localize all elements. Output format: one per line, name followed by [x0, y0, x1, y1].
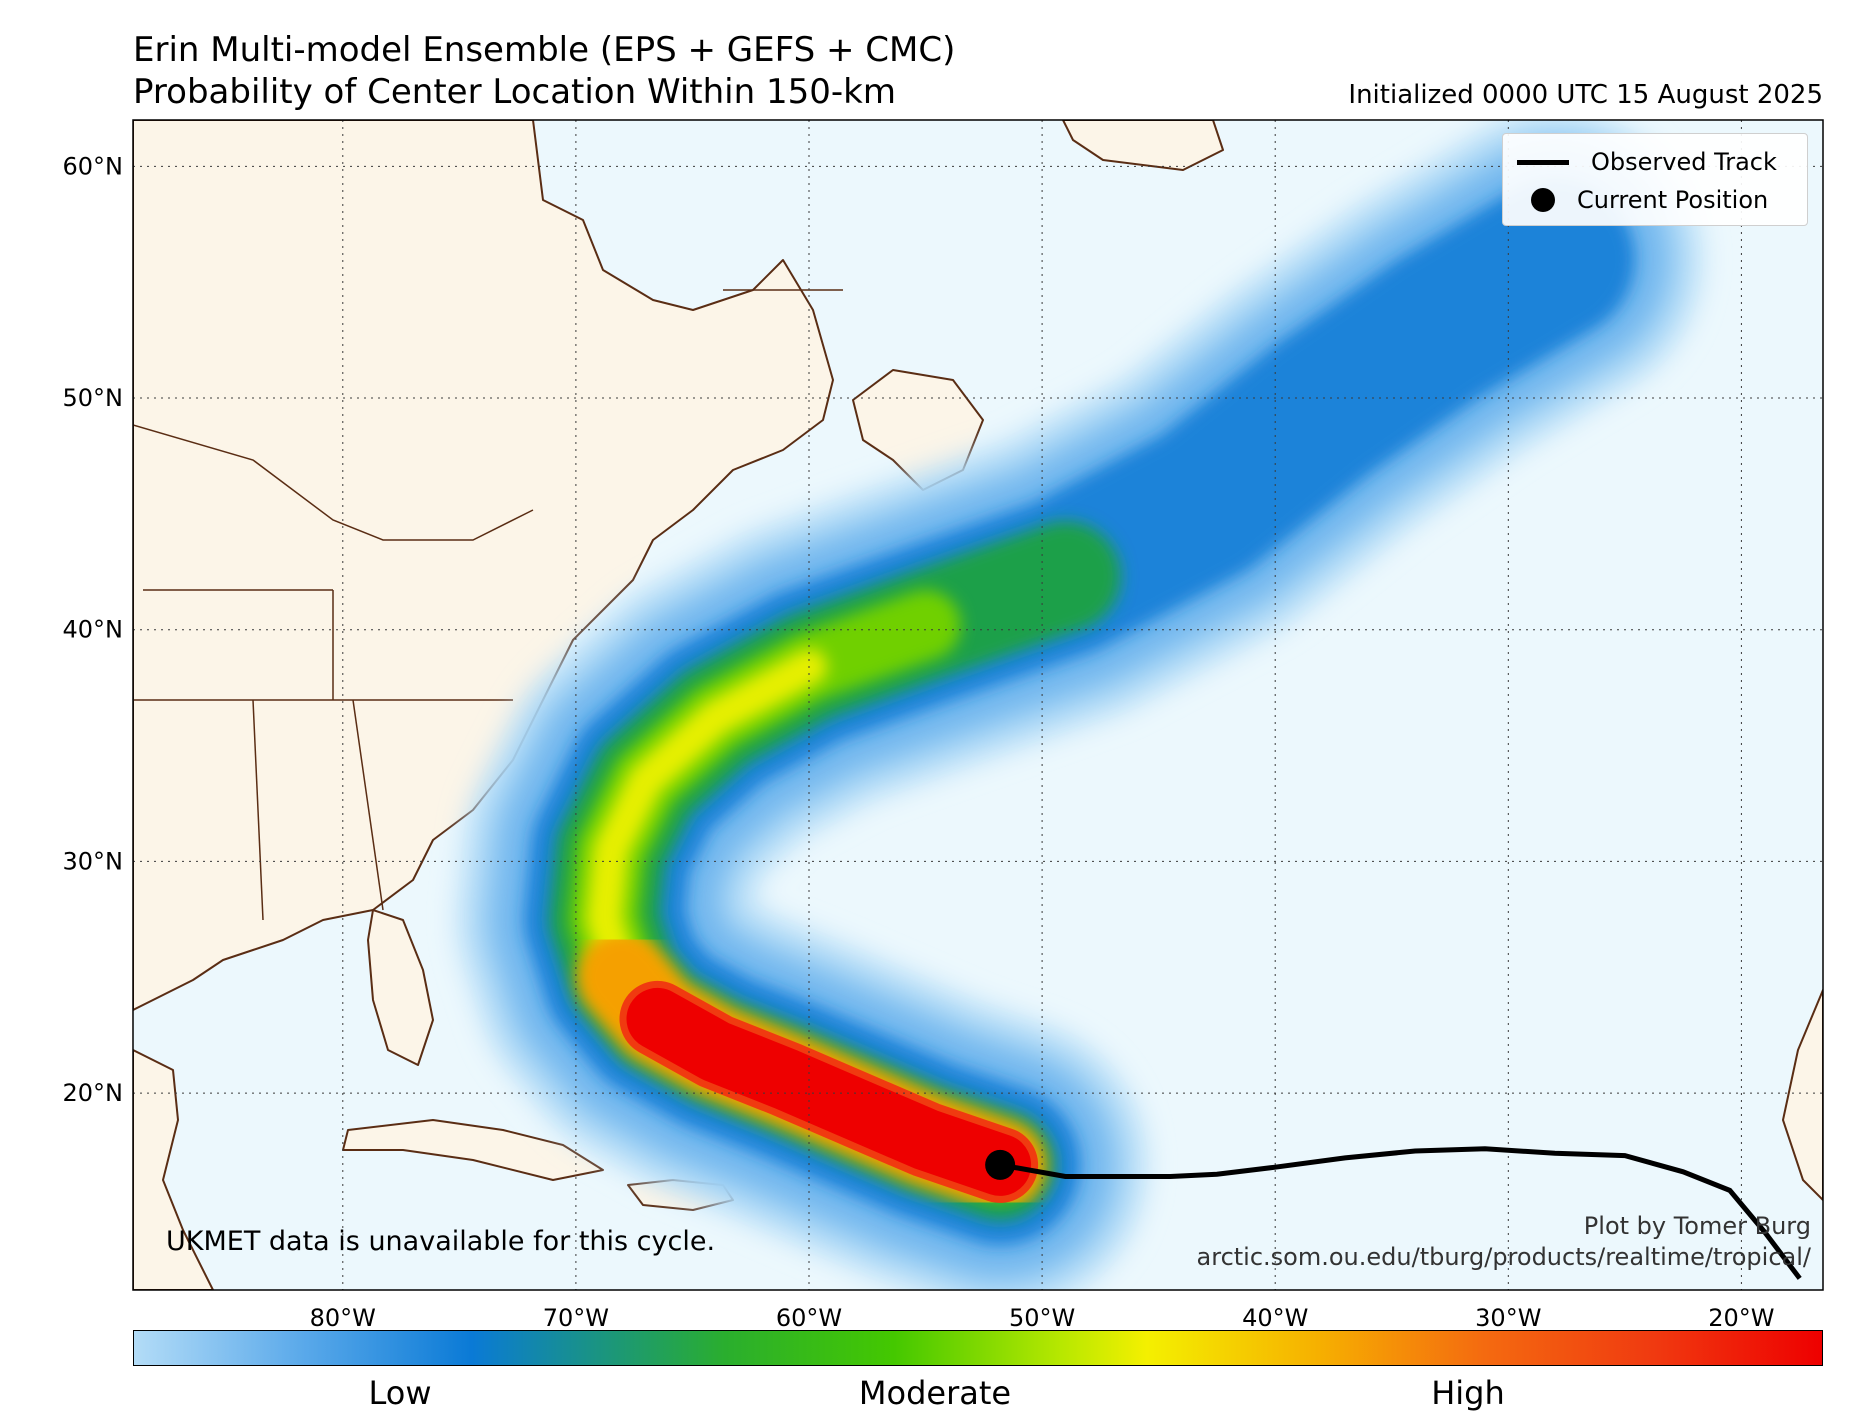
credit-author: Plot by Tomer Burg	[1583, 1212, 1811, 1240]
map-frame	[132, 119, 1824, 1291]
greenland-edge	[1062, 120, 1224, 171]
initialization-time: Initialized 0000 UTC 15 August 2025	[1348, 80, 1823, 110]
longitude-labels: 80°W 70°W 60°W 50°W 40°W 30°W 20°W	[310, 1304, 1775, 1332]
lat-tick-label: 30°N	[63, 847, 124, 875]
legend: Observed Track Current Position	[1502, 133, 1808, 226]
probability-map: 60°N 50°N 40°N 30°N 20°N 80°W 70°W 60°W 50°W 40°…	[63, 119, 1824, 1332]
lon-tick-label: 40°W	[1242, 1304, 1308, 1332]
colorbar-label-high: High	[1431, 1374, 1505, 1412]
map-title: Erin Multi-model Ensemble (EPS + GEFS + …	[133, 30, 956, 70]
legend-item-current-position: Current Position	[1503, 182, 1768, 218]
legend-item-observed-track: Observed Track	[1503, 144, 1777, 180]
central-america	[133, 1049, 214, 1290]
legend-dot-icon	[1531, 188, 1555, 212]
north-america-land	[133, 120, 834, 1011]
probability-core	[548, 521, 1121, 1220]
legend-label-current-position: Current Position	[1577, 186, 1769, 214]
lat-tick-label: 40°N	[63, 616, 124, 644]
observed-track-line	[999, 1146, 1802, 1280]
map-subtitle: Probability of Center Location Within 15…	[133, 72, 896, 112]
lon-tick-label: 70°W	[543, 1304, 609, 1332]
legend-track-swatch	[1517, 159, 1569, 165]
colorbar-label-low: Low	[368, 1374, 432, 1412]
africa-edge	[1782, 989, 1823, 1201]
lon-tick-label: 50°W	[1009, 1304, 1075, 1332]
lat-tick-label: 60°N	[63, 152, 124, 180]
ukmet-note: UKMET data is unavailable for this cycle…	[166, 1226, 716, 1257]
lat-tick-label: 50°N	[63, 384, 124, 412]
credit-url: arctic.som.ou.edu/tburg/products/realtim…	[1196, 1243, 1811, 1271]
gridlines	[133, 120, 1823, 1290]
latitude-labels: 60°N 50°N 40°N 30°N 20°N	[63, 152, 124, 1107]
current-position-marker	[985, 1149, 1016, 1180]
lon-tick-label: 80°W	[310, 1304, 376, 1332]
lon-tick-label: 60°W	[776, 1304, 842, 1332]
land-masses	[133, 120, 1823, 1290]
political-boundaries	[133, 289, 843, 921]
lon-tick-label: 20°W	[1708, 1304, 1774, 1332]
colorbar-label-moderate: Moderate	[858, 1374, 1012, 1412]
cuba	[342, 1119, 604, 1181]
lat-tick-label: 20°N	[63, 1079, 124, 1107]
florida	[367, 909, 434, 1066]
probability-colorbar	[133, 1330, 1823, 1366]
lon-tick-label: 30°W	[1475, 1304, 1541, 1332]
legend-label-observed-track: Observed Track	[1591, 148, 1777, 176]
